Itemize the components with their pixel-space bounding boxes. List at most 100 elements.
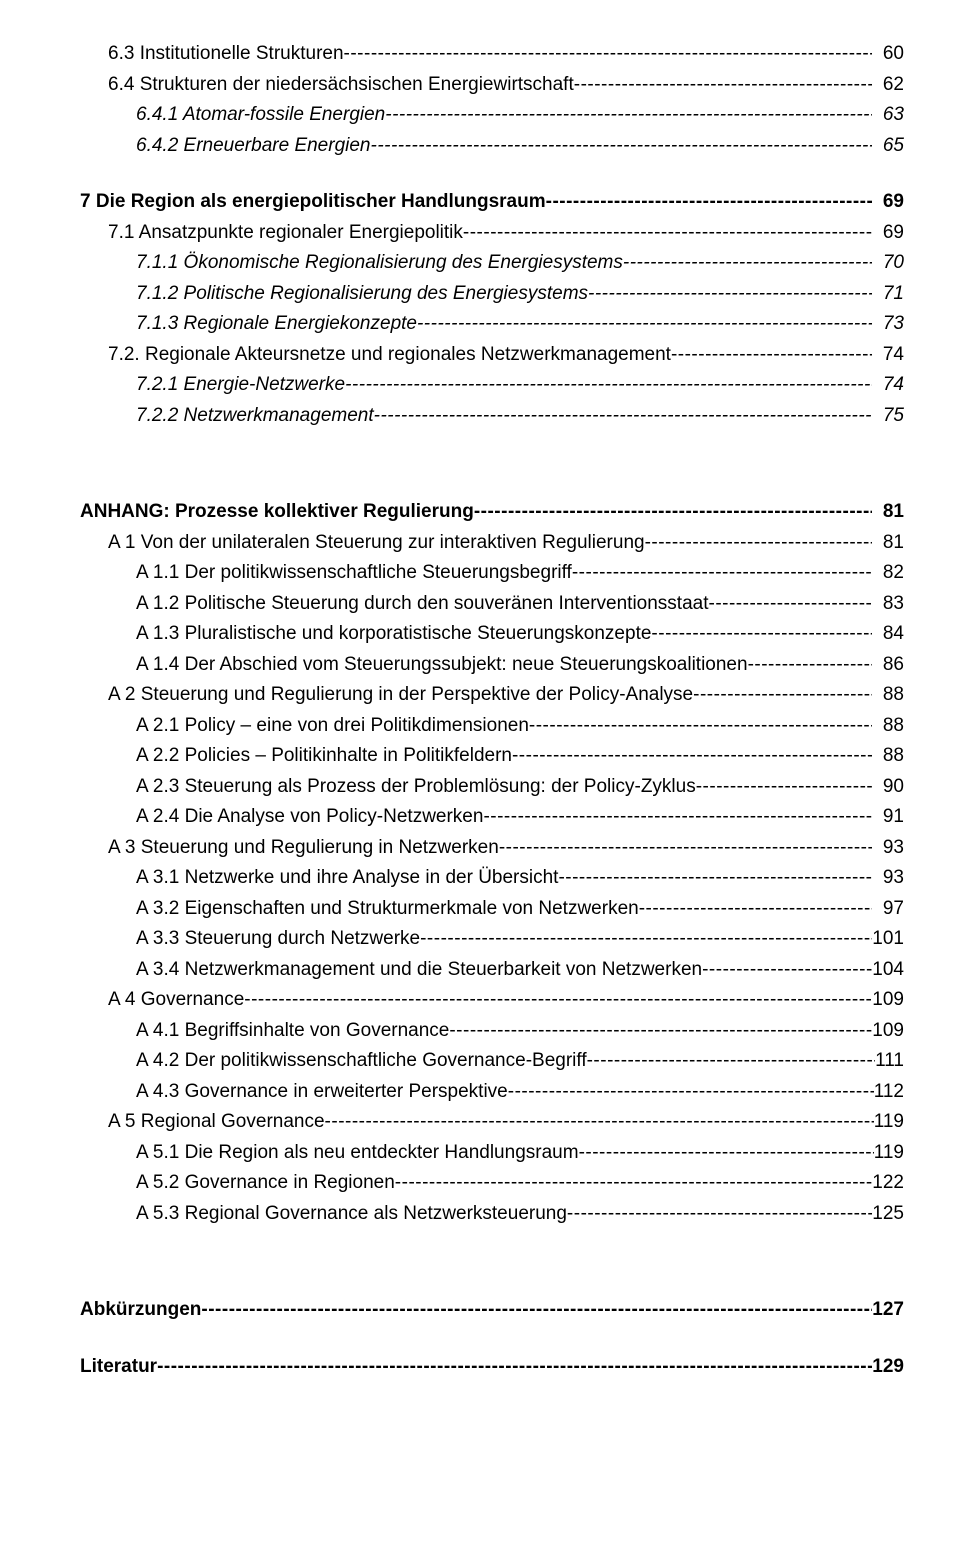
toc-entry: A 5.1 Die Region als neu entdeckter Hand…	[80, 1139, 904, 1168]
toc-entry: 6.4.2 Erneuerbare Energien--------------…	[80, 132, 904, 161]
toc-page: 84	[872, 620, 904, 649]
toc-entry: A 4.3 Governance in erweiterter Perspekt…	[80, 1078, 904, 1107]
toc-label: A 1.3 Pluralistische und korporatistisch…	[136, 620, 651, 649]
toc-entry: A 2.4 Die Analyse von Policy-Netzwerken-…	[80, 803, 904, 832]
toc-entry: ANHANG: Prozesse kollektiver Regulierung…	[80, 498, 904, 527]
toc-label: A 2 Steuerung und Regulierung in der Per…	[108, 681, 693, 710]
toc-page: 119	[874, 1139, 904, 1168]
toc-entry: 7.2.1 Energie-Netzwerke-----------------…	[80, 371, 904, 400]
toc-page: 129	[872, 1353, 904, 1382]
toc-entry: 7.2.2 Netzwerkmanagement----------------…	[80, 402, 904, 431]
toc-label: A 3.3 Steuerung durch Netzwerke	[136, 925, 420, 954]
toc-entry: A 1.3 Pluralistische und korporatistisch…	[80, 620, 904, 649]
toc-label: 7.2.2 Netzwerkmanagement	[136, 402, 374, 431]
toc-entry: Abkürzungen-----------------------------…	[80, 1296, 904, 1325]
toc-leader: ----------------------------------------…	[157, 1353, 872, 1382]
toc-page: 93	[872, 834, 904, 863]
toc-page: 111	[875, 1047, 904, 1076]
toc-label: 7.1.2 Politische Regionalisierung des En…	[136, 280, 588, 309]
toc-page: 82	[872, 559, 904, 588]
toc-entry: 6.4.1 Atomar-fossile Energien-----------…	[80, 101, 904, 130]
toc-entry: A 1.1 Der politikwissenschaftliche Steue…	[80, 559, 904, 588]
toc-label: 7.1.3 Regionale Energiekonzepte	[136, 310, 417, 339]
toc-label: ANHANG: Prozesse kollektiver Regulierung	[80, 498, 474, 527]
toc-entry: 7 Die Region als energiepolitischer Hand…	[80, 188, 904, 217]
toc-label: 6.3 Institutionelle Strukturen	[108, 40, 344, 69]
toc-entry: Literatur-------------------------------…	[80, 1353, 904, 1382]
toc-label: A 5 Regional Governance	[108, 1108, 325, 1137]
toc-leader: ----------------------------------------…	[345, 371, 872, 400]
toc-page: 109	[872, 986, 904, 1015]
toc-page: 70	[872, 249, 904, 278]
toc-leader: ----------------------------------------…	[371, 132, 873, 161]
toc-page: 83	[872, 590, 904, 619]
toc-page: 127	[872, 1296, 904, 1325]
toc-leader: ----------------------------------------…	[696, 773, 872, 802]
table-of-contents: 6.3 Institutionelle Strukturen ----------…	[80, 40, 904, 1381]
toc-leader: ----------------------------------------…	[508, 1078, 874, 1107]
toc-label: 7.1.1 Ökonomische Regionalisierung des E…	[136, 249, 623, 278]
toc-leader: ----------------------------------------…	[748, 651, 872, 680]
toc-page: 60	[872, 40, 904, 69]
toc-leader: ----------------------------------------…	[325, 1108, 874, 1137]
toc-leader: ----------------------------------------…	[639, 895, 872, 924]
toc-label: A 2.2 Policies – Politikinhalte in Polit…	[136, 742, 512, 771]
toc-page: 69	[872, 188, 904, 217]
toc-entry: 6.4 Strukturen der niedersächsischen Ene…	[80, 71, 904, 100]
toc-leader: ----------------------------------------…	[449, 1017, 872, 1046]
toc-leader: ----------------------------------------…	[483, 803, 872, 832]
toc-label: 7.2.1 Energie-Netzwerke	[136, 371, 345, 400]
toc-label: A 4.1 Begriffsinhalte von Governance	[136, 1017, 449, 1046]
toc-label: 6.4.2 Erneuerbare Energien	[136, 132, 371, 161]
toc-leader: ----------------------------------------…	[558, 864, 872, 893]
toc-entry: 7.2. Regionale Akteursnetze und regional…	[80, 341, 904, 370]
toc-label: A 4 Governance	[108, 986, 244, 1015]
toc-label: A 1.1 Der politikwissenschaftliche Steue…	[136, 559, 572, 588]
toc-page: 63	[872, 101, 904, 130]
toc-label: 7 Die Region als energiepolitischer Hand…	[80, 188, 546, 217]
toc-page: 88	[872, 742, 904, 771]
toc-label: A 2.3 Steuerung als Prozess der Probleml…	[136, 773, 696, 802]
toc-label: A 4.2 Der politikwissenschaftliche Gover…	[136, 1047, 587, 1076]
toc-leader: ----------------------------------------…	[588, 280, 872, 309]
toc-leader: ----------------------------------------…	[512, 742, 872, 771]
toc-label: A 5.1 Die Region als neu entdeckter Hand…	[136, 1139, 579, 1168]
toc-leader: ----------------------------------------…	[567, 1200, 872, 1229]
toc-page: 65	[872, 132, 904, 161]
toc-page: 91	[872, 803, 904, 832]
toc-leader: ----------------------------------------…	[574, 71, 872, 100]
toc-entry: 7.1.3 Regionale Energiekonzepte---------…	[80, 310, 904, 339]
toc-page: 75	[872, 402, 904, 431]
toc-entry: A 2 Steuerung und Regulierung in der Per…	[80, 681, 904, 710]
toc-label: A 4.3 Governance in erweiterter Perspekt…	[136, 1078, 508, 1107]
toc-entry: A 4 Governance--------------------------…	[80, 986, 904, 1015]
toc-page: 88	[872, 681, 904, 710]
toc-leader: ----------------------------------------…	[623, 249, 872, 278]
toc-page: 86	[872, 651, 904, 680]
toc-leader: ----------------------------------------…	[709, 590, 873, 619]
toc-entry: A 5.3 Regional Governance als Netzwerkst…	[80, 1200, 904, 1229]
toc-label: A 3.1 Netzwerke und ihre Analyse in der …	[136, 864, 558, 893]
toc-page: 74	[872, 371, 904, 400]
toc-entry: A 2.1 Policy – eine von drei Politikdime…	[80, 712, 904, 741]
toc-entry: A 3.2 Eigenschaften und Strukturmerkmale…	[80, 895, 904, 924]
toc-leader: ----------------------------------------…	[417, 310, 872, 339]
toc-label: A 3 Steuerung und Regulierung in Netzwer…	[108, 834, 499, 863]
toc-leader: ----------------------------------------…	[395, 1169, 873, 1198]
toc-page: 93	[872, 864, 904, 893]
toc-leader: ----------------------------------------…	[587, 1047, 876, 1076]
toc-page: 104	[872, 956, 904, 985]
toc-page: 74	[872, 341, 904, 370]
toc-entry: A 2.2 Policies – Politikinhalte in Polit…	[80, 742, 904, 771]
toc-entry: A 3.1 Netzwerke und ihre Analyse in der …	[80, 864, 904, 893]
toc-page: 109	[872, 1017, 904, 1046]
toc-label: Literatur	[80, 1353, 157, 1382]
toc-page: 112	[874, 1078, 904, 1107]
toc-entry: A 5 Regional Governance-----------------…	[80, 1108, 904, 1137]
toc-page: 73	[872, 310, 904, 339]
toc-leader: ----------------------------------------…	[702, 956, 872, 985]
toc-leader: ----------------------------------------…	[693, 681, 872, 710]
toc-page: 71	[872, 280, 904, 309]
toc-label: A 2.4 Die Analyse von Policy-Netzwerken	[136, 803, 483, 832]
toc-page: 90	[872, 773, 904, 802]
